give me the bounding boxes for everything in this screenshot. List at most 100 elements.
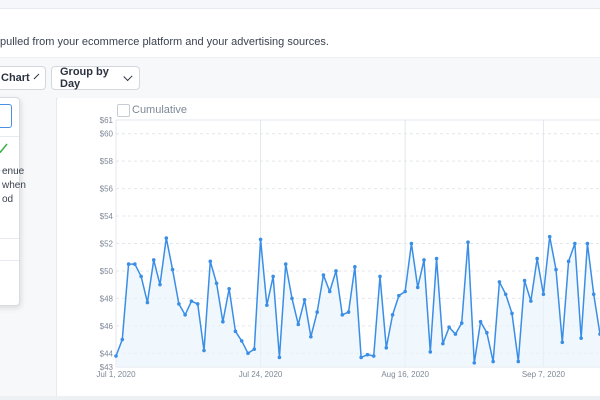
data-point xyxy=(535,256,539,261)
data-point xyxy=(239,339,244,343)
data-point xyxy=(529,299,533,303)
data-point xyxy=(183,313,187,317)
data-point xyxy=(346,310,351,314)
data-point xyxy=(233,329,238,334)
data-point xyxy=(151,258,156,262)
data-point xyxy=(195,302,200,306)
data-point xyxy=(120,337,125,342)
x-tick-label: Jul 24, 2020 xyxy=(239,370,283,379)
data-point xyxy=(265,303,269,308)
data-point xyxy=(503,292,508,297)
cumulative-label: Cumulative xyxy=(132,104,188,116)
data-point xyxy=(309,335,313,339)
data-point xyxy=(252,347,257,351)
x-tick-label: Sep 7, 2020 xyxy=(522,370,566,379)
data-point xyxy=(441,341,445,346)
data-point xyxy=(447,325,451,330)
y-tick-label: $60 xyxy=(100,130,114,139)
data-point xyxy=(541,292,546,297)
data-point xyxy=(497,280,502,284)
chart-type-dropdown[interactable]: Chart xyxy=(0,66,46,90)
check-icon xyxy=(0,143,8,154)
group-by-label: Group by Day xyxy=(60,66,109,90)
cumulative-checkbox[interactable] xyxy=(117,104,130,117)
data-point xyxy=(466,240,470,244)
popover-divider xyxy=(0,170,19,171)
data-point xyxy=(397,293,401,298)
data-point xyxy=(390,313,395,317)
data-point xyxy=(478,319,483,324)
data-point xyxy=(522,278,527,283)
data-point xyxy=(227,286,231,291)
data-point xyxy=(579,336,583,340)
data-point xyxy=(139,274,143,279)
data-point xyxy=(365,352,370,357)
data-point xyxy=(170,267,175,272)
data-point xyxy=(283,262,288,266)
data-point xyxy=(158,282,162,287)
data-point xyxy=(202,348,206,353)
y-tick-label: $46 xyxy=(100,322,114,331)
page-description: pulled from your ecommerce platform and … xyxy=(0,36,329,48)
data-point xyxy=(560,340,565,345)
y-tick-label: $56 xyxy=(100,185,114,194)
toolbar: Chart Group by Day xyxy=(0,57,600,99)
data-point xyxy=(422,258,426,262)
top-band xyxy=(0,0,600,9)
data-point xyxy=(327,289,332,294)
data-point xyxy=(566,259,571,264)
data-point xyxy=(409,241,414,246)
data-point xyxy=(547,234,552,239)
side-text-line: when xyxy=(2,180,26,191)
popover-input[interactable] xyxy=(0,104,12,128)
data-point xyxy=(277,355,282,360)
data-point xyxy=(315,310,319,314)
y-tick-label: $54 xyxy=(100,212,114,221)
data-point xyxy=(145,300,150,305)
y-tick-label: $44 xyxy=(100,349,114,358)
data-point xyxy=(415,285,420,290)
data-point xyxy=(591,292,596,297)
data-point xyxy=(258,237,263,242)
data-point xyxy=(321,273,326,277)
data-point xyxy=(208,259,213,264)
x-tick-label: Jul 1, 2020 xyxy=(96,370,136,379)
data-point xyxy=(516,359,521,364)
data-point xyxy=(221,319,225,324)
data-point xyxy=(126,262,131,266)
data-point xyxy=(491,359,495,364)
data-point xyxy=(133,262,137,266)
data-point xyxy=(384,345,389,350)
chart-type-label: Chart xyxy=(1,72,30,84)
data-point xyxy=(453,332,458,336)
x-tick-label: Aug 16, 2020 xyxy=(381,370,429,379)
y-tick-label: $58 xyxy=(100,157,114,166)
data-point xyxy=(302,297,307,302)
data-point xyxy=(459,321,464,325)
data-point xyxy=(189,299,194,303)
data-point xyxy=(114,354,118,358)
data-point xyxy=(290,296,294,301)
data-point xyxy=(585,241,590,246)
data-point xyxy=(177,302,181,306)
data-point xyxy=(472,361,477,365)
data-point xyxy=(353,265,357,269)
data-point xyxy=(434,256,439,261)
data-point xyxy=(403,289,407,294)
group-by-dropdown[interactable]: Group by Day xyxy=(51,66,140,90)
y-tick-label: $61 xyxy=(100,116,114,125)
data-point xyxy=(510,311,514,316)
data-point xyxy=(371,354,376,358)
settings-popover xyxy=(0,97,20,306)
popover-divider xyxy=(0,238,19,239)
data-point xyxy=(340,313,345,317)
data-point xyxy=(485,330,489,335)
data-point xyxy=(378,274,382,279)
data-point xyxy=(271,274,275,279)
y-tick-label: $50 xyxy=(100,267,114,276)
data-point xyxy=(359,355,363,360)
data-point xyxy=(573,241,577,246)
data-point xyxy=(214,281,219,286)
side-text-line: enue xyxy=(2,166,25,177)
